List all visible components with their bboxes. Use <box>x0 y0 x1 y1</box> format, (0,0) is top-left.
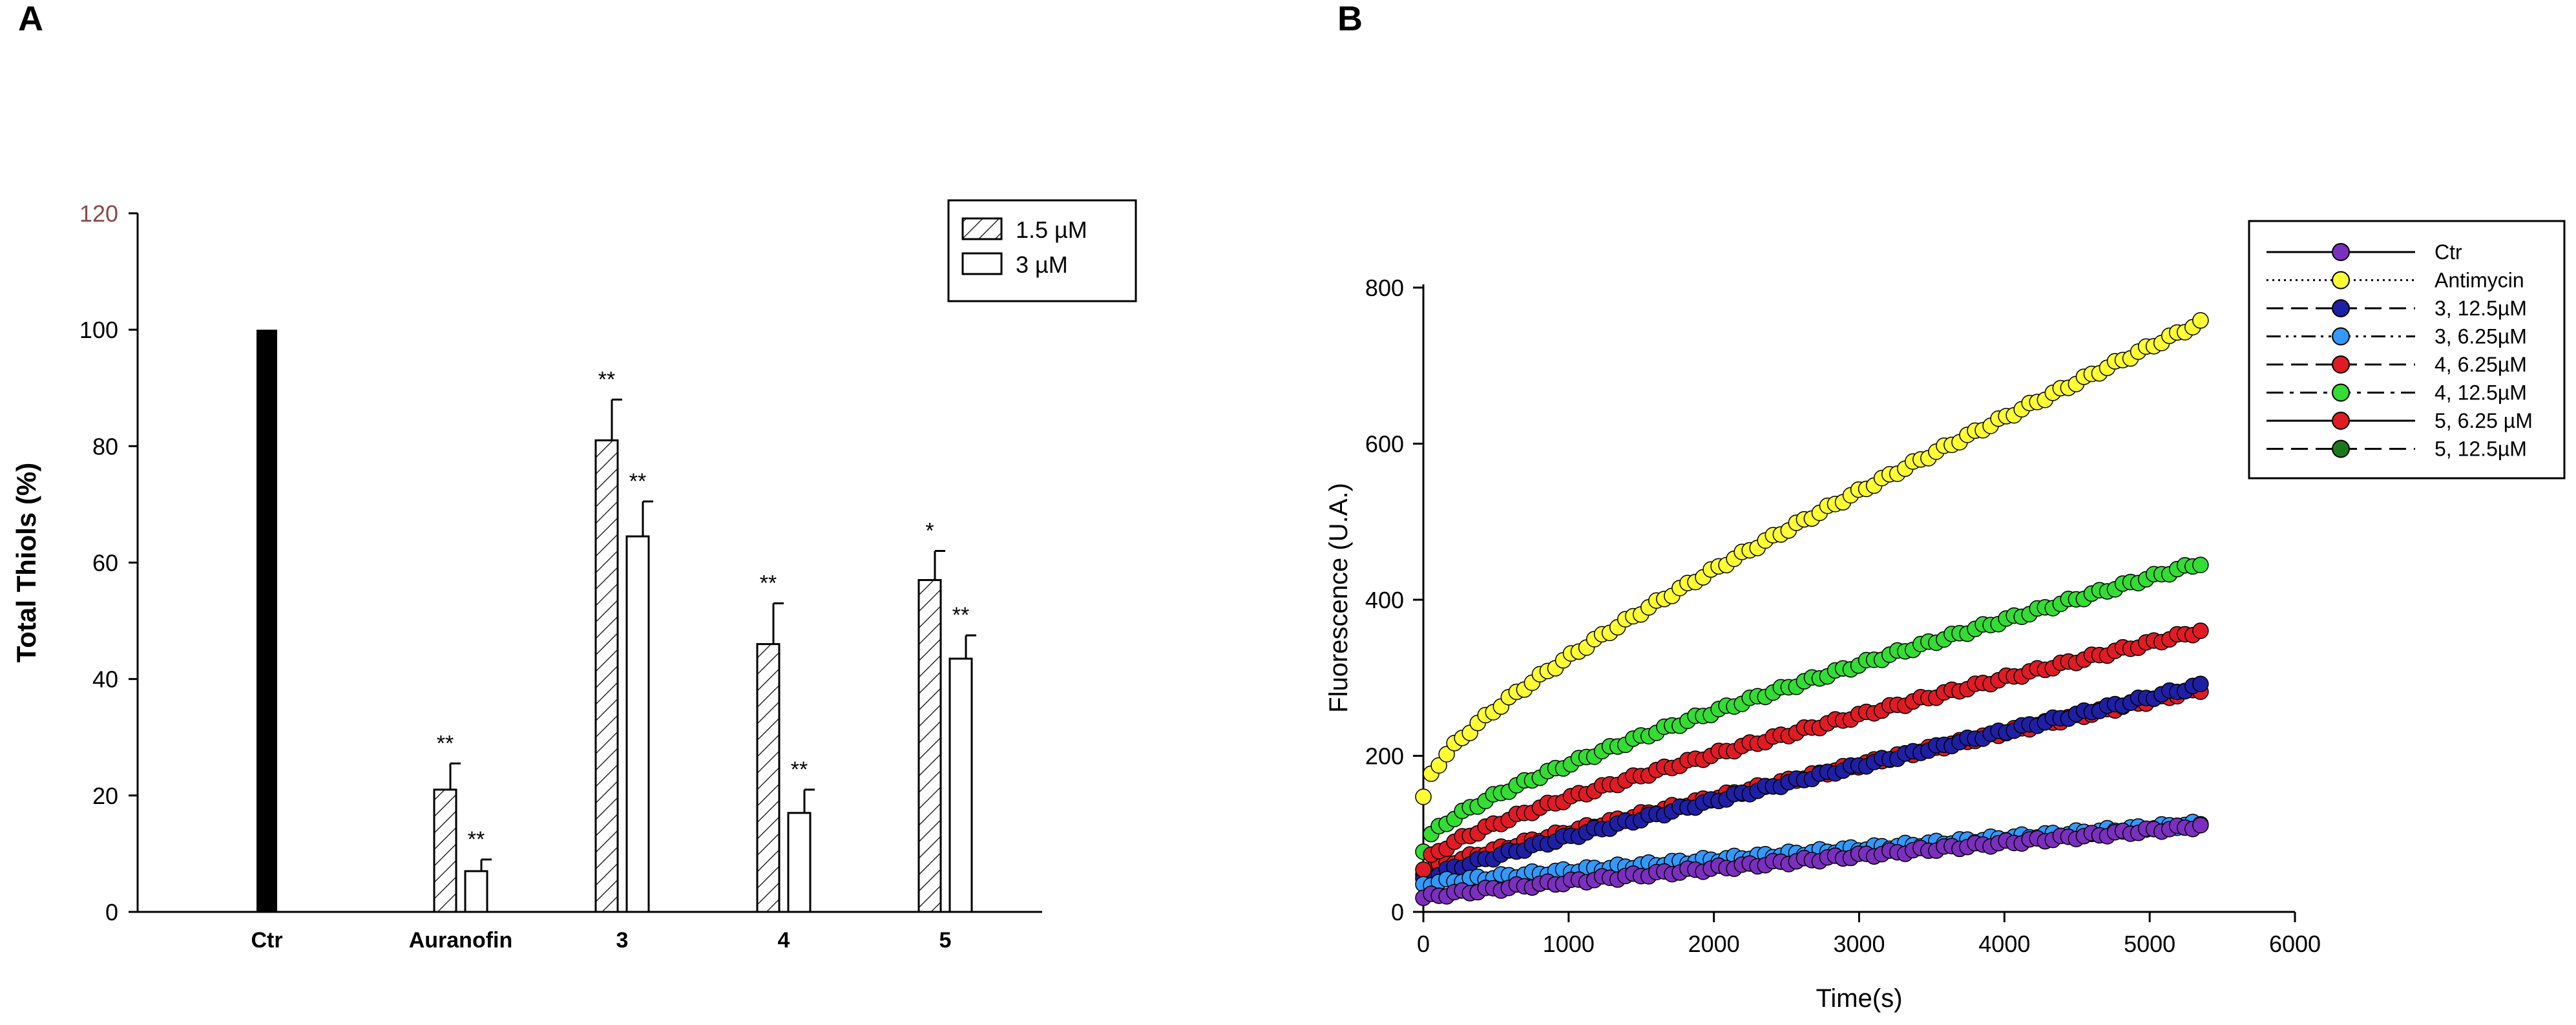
bar-1-5uM <box>594 439 619 913</box>
x-tick-label-b: 2000 <box>1688 931 1740 957</box>
x-tick-label-a: 5 <box>939 928 952 953</box>
x-axis-label-b: Time(s) <box>1816 984 1902 1013</box>
x-tick-label-b: 1000 <box>1543 931 1595 957</box>
series-antimycin <box>1415 312 2209 805</box>
legend-a: 1.5 µM 3 µM <box>947 199 1137 302</box>
y-axis-label-a: Total Thiols (%) <box>11 463 41 663</box>
x-tick-label-a: Ctr <box>251 928 282 953</box>
significance-label: * <box>925 518 934 543</box>
legend-label-b: 5, 6.25 µM <box>2435 409 2533 432</box>
x-tick-label-b: 5000 <box>2124 931 2175 957</box>
legend-swatch-open <box>961 252 1003 275</box>
data-point <box>2192 622 2209 639</box>
y-tick-label-a: 100 <box>79 317 118 343</box>
legend-label-b: Ctr <box>2435 240 2462 264</box>
legend-marker <box>2332 355 2350 374</box>
y-tick-label-a: 20 <box>92 783 118 809</box>
significance-label: ** <box>791 757 808 782</box>
series-ctr <box>1415 817 2209 907</box>
legend-label-b: 5, 12.5µM <box>2435 438 2527 461</box>
legend-swatch-hatched <box>961 217 1003 240</box>
data-point <box>2192 312 2209 329</box>
legend-label-b: 4, 6.25µM <box>2435 353 2527 376</box>
significance-label: ** <box>468 827 485 852</box>
y-tick-label-a: 120 <box>79 200 118 227</box>
x-tick-label-a: Auranofin <box>409 928 513 953</box>
y-tick-label-b: 0 <box>1391 899 1404 925</box>
bar-1-5uM <box>917 579 942 913</box>
y-tick-label-a: 40 <box>92 666 118 693</box>
legend-marker <box>2332 439 2350 458</box>
significance-label: ** <box>952 603 969 628</box>
x-tick-label-a: 4 <box>778 928 790 953</box>
x-tick-label-b: 3000 <box>1833 931 1885 957</box>
x-tick-label-b: 6000 <box>2269 931 2321 957</box>
y-tick-label-b: 400 <box>1365 587 1404 613</box>
bar-3uM <box>787 812 812 913</box>
legend-marker <box>2332 412 2350 430</box>
legend-box-a <box>947 199 1137 302</box>
y-tick-label-a: 0 <box>105 899 118 925</box>
bar-3uM <box>625 535 650 913</box>
data-point <box>1415 861 1432 878</box>
significance-label: ** <box>629 469 646 494</box>
legend-label-b: 3, 12.5µM <box>2435 297 2527 320</box>
y-tick-label-b: 600 <box>1365 431 1404 458</box>
y-tick-label-a: 60 <box>92 550 118 576</box>
series-3-12-5-m <box>1415 675 2209 887</box>
bar-control <box>257 330 277 913</box>
legend-marker <box>2332 243 2350 261</box>
y-axis-label-b: Fluorescence (U.A.) <box>1325 483 1353 713</box>
y-tick-label-b: 200 <box>1365 743 1404 770</box>
panel-label-b: B <box>1337 0 1363 38</box>
legend-marker <box>2332 299 2350 317</box>
legend-b: Ctr Antimycin 3, 12.5µM 3, 6.25µM 4, 6.25µM 4… <box>2248 220 2566 480</box>
bar-3uM <box>948 657 973 913</box>
y-tick-label-b: 800 <box>1365 275 1404 301</box>
y-tick-label-a: 80 <box>92 433 118 460</box>
x-tick-label-b: 0 <box>1417 931 1430 957</box>
data-point <box>2192 817 2209 834</box>
data-point <box>2192 675 2209 693</box>
series-4-12-5-m <box>1415 556 2209 860</box>
series-5-6-25-m <box>1415 622 2209 878</box>
x-tick-label-b: 4000 <box>1978 931 2030 957</box>
legend-marker <box>2332 327 2350 346</box>
legend-label-b: Antimycin <box>2435 269 2524 292</box>
legend-marker <box>2332 383 2350 402</box>
legend-label-b: 3, 6.25µM <box>2435 325 2527 348</box>
legend-box-b <box>2248 220 2566 480</box>
data-point <box>1430 757 1447 774</box>
panel-label-a: A <box>18 0 43 38</box>
bar-3uM <box>464 870 488 913</box>
significance-label: ** <box>437 731 454 756</box>
legend-label-1-5uM: 1.5 µM <box>1016 217 1087 243</box>
legend-label-3uM: 3 µM <box>1016 251 1068 278</box>
x-tick-label-a: 3 <box>616 928 629 953</box>
significance-label: ** <box>598 367 615 392</box>
bar-1-5uM <box>433 788 457 913</box>
legend-marker <box>2332 271 2350 290</box>
significance-label: ** <box>760 571 777 596</box>
bar-1-5uM <box>756 643 780 913</box>
data-point <box>1415 788 1432 805</box>
data-point <box>2192 556 2209 573</box>
legend-label-b: 4, 12.5µM <box>2435 381 2527 405</box>
